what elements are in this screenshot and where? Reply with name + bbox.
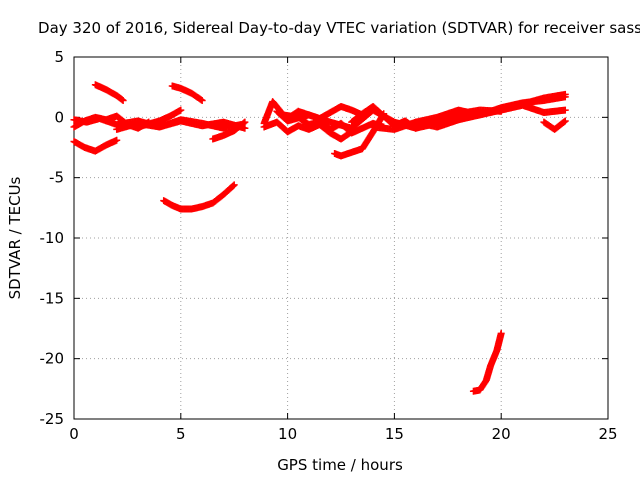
series-arc-7 xyxy=(168,82,206,104)
y-axis-label: SDTVAR / TECUs xyxy=(6,176,24,299)
data-point xyxy=(240,119,248,127)
data-point xyxy=(177,106,185,114)
data-point xyxy=(560,118,568,126)
data-point xyxy=(119,96,127,104)
y-tick-label: -20 xyxy=(40,350,65,368)
x-tick-label: 0 xyxy=(69,425,79,443)
y-tick-label: 5 xyxy=(54,48,64,66)
y-tick-label: -5 xyxy=(49,169,64,187)
data-point xyxy=(113,136,121,144)
series-arc-1 xyxy=(70,136,121,155)
x-axis-label: GPS time / hours xyxy=(277,456,403,474)
x-tick-label: 5 xyxy=(176,425,186,443)
data-point xyxy=(561,90,569,98)
data-point xyxy=(229,182,237,190)
x-tick-label: 25 xyxy=(598,425,617,443)
axis-ticks: 0 5 10 15 20 25 -25 -20 -15 -10 -5 0 5 xyxy=(40,48,618,443)
series-arc-6 xyxy=(134,106,185,131)
data-point xyxy=(241,124,249,132)
y-tick-label: -10 xyxy=(40,229,65,247)
data-point xyxy=(561,117,569,125)
data-point xyxy=(497,329,505,337)
y-tick-label: -15 xyxy=(40,289,65,307)
series-arc-4 xyxy=(91,81,127,104)
x-tick-label: 10 xyxy=(278,425,297,443)
chart-title: Day 320 of 2016, Sidereal Day-to-day VTE… xyxy=(38,19,640,37)
series-arc-20 xyxy=(469,329,505,395)
y-tick-label: -25 xyxy=(40,410,65,428)
data-point xyxy=(561,106,569,114)
data-point xyxy=(230,181,238,189)
y-tick-label: 0 xyxy=(54,108,64,126)
data-point xyxy=(241,118,249,126)
series-arc-19 xyxy=(540,117,569,133)
x-tick-label: 20 xyxy=(492,425,511,443)
x-tick-label: 15 xyxy=(385,425,404,443)
series-arc-9 xyxy=(160,181,238,213)
series-arc-18 xyxy=(433,90,569,131)
series-arc-8 xyxy=(209,118,249,143)
data-point xyxy=(198,96,206,104)
data-series xyxy=(70,81,569,395)
